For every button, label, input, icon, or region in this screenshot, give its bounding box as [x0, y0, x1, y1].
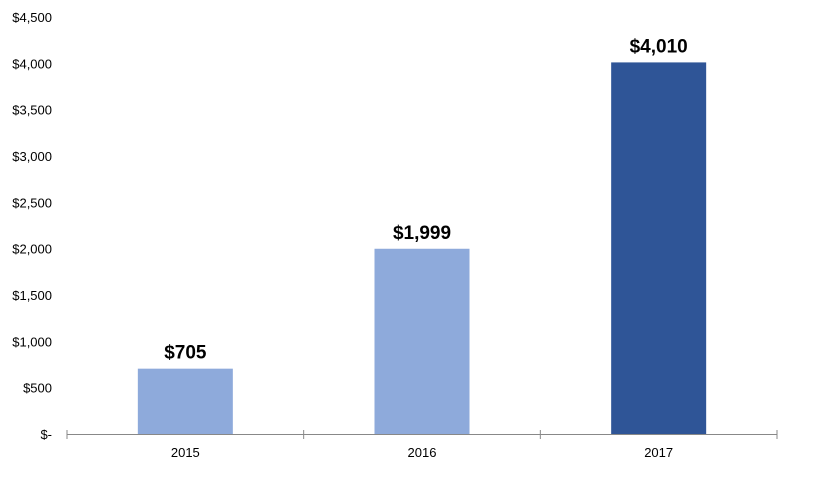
y-tick-label: $2,500: [12, 195, 52, 210]
data-label-2016: $1,999: [393, 223, 451, 244]
y-tick-label: $-: [40, 427, 52, 442]
x-axis-ticks: 2015 2016 2017: [66, 430, 778, 460]
data-label-2015: $705: [164, 343, 207, 364]
x-tick-label-2016: 2016: [408, 445, 437, 460]
y-tick-label: $4,500: [12, 10, 52, 25]
x-tick-label-2015: 2015: [171, 445, 200, 460]
y-tick-label: $1,000: [12, 334, 52, 349]
bar-2015: [137, 368, 233, 434]
x-tick-label-2017: 2017: [644, 445, 673, 460]
y-tick-label: $4,000: [12, 56, 52, 71]
data-label-2017: $4,010: [630, 36, 688, 57]
bar-2017: [611, 62, 707, 434]
y-tick-label: $2,000: [12, 242, 52, 257]
y-tick-label: $3,500: [12, 103, 52, 118]
bar-2016: [374, 248, 470, 434]
y-tick-label: $1,500: [12, 288, 52, 303]
data-labels: $705 $1,999 $4,010: [164, 36, 688, 363]
y-tick-label: $500: [23, 381, 52, 396]
y-axis-ticks: $- $500 $1,000 $1,500 $2,000 $2,500 $3,000 $3,5…: [12, 10, 52, 442]
y-tick-label: $3,000: [12, 149, 52, 164]
bars: [137, 62, 707, 434]
